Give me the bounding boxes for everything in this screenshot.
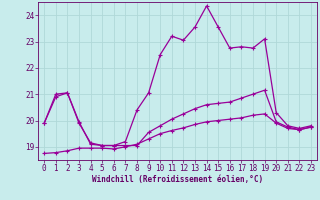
X-axis label: Windchill (Refroidissement éolien,°C): Windchill (Refroidissement éolien,°C): [92, 175, 263, 184]
